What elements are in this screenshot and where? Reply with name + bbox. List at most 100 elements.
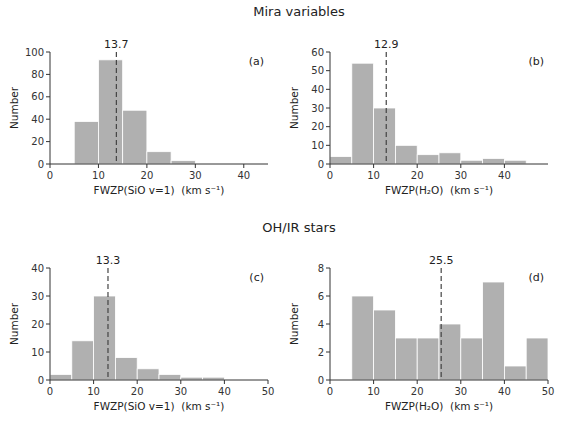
y-axis-label: Number: [288, 86, 300, 129]
x-tick-label: 20: [411, 386, 424, 397]
y-tick: [326, 324, 330, 325]
y-tick-label: 10: [311, 140, 324, 151]
bars: [50, 268, 224, 380]
y-tick: [326, 145, 330, 146]
y-tick-label: 20: [311, 121, 324, 132]
x-tick-label: 50: [542, 386, 555, 397]
bar: [395, 145, 417, 164]
x-tick: [195, 164, 196, 168]
title: Mira variables: [253, 4, 345, 19]
x-axis-label: FWZP(SiO v=1) (km s⁻¹): [94, 184, 225, 196]
title: OH/IR stars: [262, 220, 336, 235]
x-tick-label: 10: [367, 170, 380, 181]
x-axis: [50, 380, 268, 381]
x-tick: [373, 380, 374, 384]
bar: [74, 121, 98, 164]
panel-label: (a): [249, 55, 264, 68]
x-tick-label: 10: [367, 386, 380, 397]
bar: [123, 110, 147, 164]
x-tick: [98, 164, 99, 168]
average-line: [386, 52, 387, 164]
average-label: 12.9: [374, 38, 399, 51]
x-tick-label: 30: [454, 170, 467, 181]
x-tick-label: 10: [92, 170, 105, 181]
y-tick: [326, 70, 330, 71]
x-tick-label: 20: [141, 170, 154, 181]
y-tick-label: 2: [318, 347, 324, 358]
bar: [461, 338, 483, 380]
bars: [74, 52, 195, 164]
x-tick-label: 20: [131, 386, 144, 397]
y-tick-label: 0: [38, 375, 44, 386]
bar: [115, 358, 137, 380]
y-tick: [326, 296, 330, 297]
y-tick: [46, 164, 50, 165]
x-tick: [137, 380, 138, 384]
bar: [374, 310, 396, 380]
x-tick: [330, 164, 331, 168]
y-tick: [46, 352, 50, 353]
y-tick-label: 30: [31, 291, 44, 302]
x-tick: [243, 164, 244, 168]
x-tick: [224, 380, 225, 384]
x-tick: [548, 380, 549, 384]
x-tick: [93, 380, 94, 384]
bar: [483, 282, 505, 380]
x-tick-label: 0: [327, 170, 333, 181]
x-axis-label: FWZP(H₂O) (km s⁻¹): [385, 184, 493, 196]
x-axis: [50, 164, 268, 165]
x-tick: [50, 380, 51, 384]
bar: [72, 341, 94, 380]
y-tick-label: 50: [311, 65, 324, 76]
average-label: 13.7: [104, 38, 129, 51]
panel: 13.7(a)010203040020406080100FWZP(SiO v=1…: [8, 38, 268, 196]
y-tick-label: 20: [31, 136, 44, 147]
bar: [352, 63, 374, 164]
y-tick: [326, 164, 330, 165]
y-axis-label: Number: [8, 302, 20, 345]
y-tick: [46, 74, 50, 75]
y-tick: [326, 52, 330, 53]
x-tick: [268, 380, 269, 384]
x-tick-label: 30: [454, 386, 467, 397]
y-tick-label: 40: [31, 114, 44, 125]
x-tick-label: 0: [327, 386, 333, 397]
x-tick-label: 40: [498, 386, 511, 397]
x-tick: [373, 164, 374, 168]
average-line: [107, 268, 108, 380]
bar: [171, 161, 195, 164]
y-tick: [46, 52, 50, 53]
y-tick-label: 0: [318, 159, 324, 170]
x-axis-label: FWZP(H₂O) (km s⁻¹): [385, 400, 493, 412]
x-tick-label: 40: [498, 170, 511, 181]
y-tick: [46, 141, 50, 142]
y-tick-label: 40: [31, 263, 44, 274]
y-tick: [326, 89, 330, 90]
y-tick-label: 40: [311, 84, 324, 95]
bar: [147, 152, 171, 164]
y-tick-label: 0: [318, 375, 324, 386]
x-tick: [146, 164, 147, 168]
y-tick: [326, 380, 330, 381]
bar: [439, 153, 461, 164]
y-tick-label: 20: [31, 319, 44, 330]
average-line: [441, 268, 442, 380]
bar: [137, 369, 159, 380]
y-tick: [326, 268, 330, 269]
bars: [330, 52, 526, 164]
y-tick: [326, 108, 330, 109]
y-tick-label: 8: [318, 263, 324, 274]
bar: [352, 296, 374, 380]
panel: 13.3(c)01020304050010203040FWZP(SiO v=1)…: [8, 254, 274, 412]
panel: 12.9(b)0102030400102030405060FWZP(H₂O) (…: [288, 38, 548, 196]
x-tick-label: 10: [87, 386, 100, 397]
y-tick-label: 100: [25, 47, 44, 58]
x-axis-label: FWZP(SiO v=1) (km s⁻¹): [94, 400, 225, 412]
x-tick: [180, 380, 181, 384]
x-tick: [460, 164, 461, 168]
x-tick-label: 0: [47, 386, 53, 397]
x-tick-label: 20: [411, 170, 424, 181]
y-tick: [326, 126, 330, 127]
bar: [483, 158, 505, 164]
x-tick-label: 40: [218, 386, 231, 397]
